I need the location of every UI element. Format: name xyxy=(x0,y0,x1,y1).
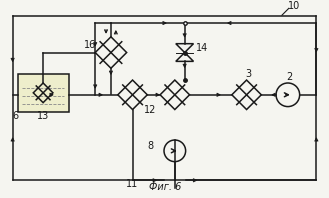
Text: 10: 10 xyxy=(288,1,300,11)
Text: 12: 12 xyxy=(144,106,156,115)
Text: Фиг. 6: Фиг. 6 xyxy=(149,182,181,192)
Text: 2: 2 xyxy=(287,72,293,82)
Text: 11: 11 xyxy=(126,179,139,189)
Bar xyxy=(17,74,69,111)
Text: 6: 6 xyxy=(13,111,19,121)
Text: 14: 14 xyxy=(196,43,209,52)
Text: 3: 3 xyxy=(245,69,252,79)
Text: 13: 13 xyxy=(37,111,49,121)
Text: 16: 16 xyxy=(84,40,96,50)
Text: 8: 8 xyxy=(147,141,153,151)
